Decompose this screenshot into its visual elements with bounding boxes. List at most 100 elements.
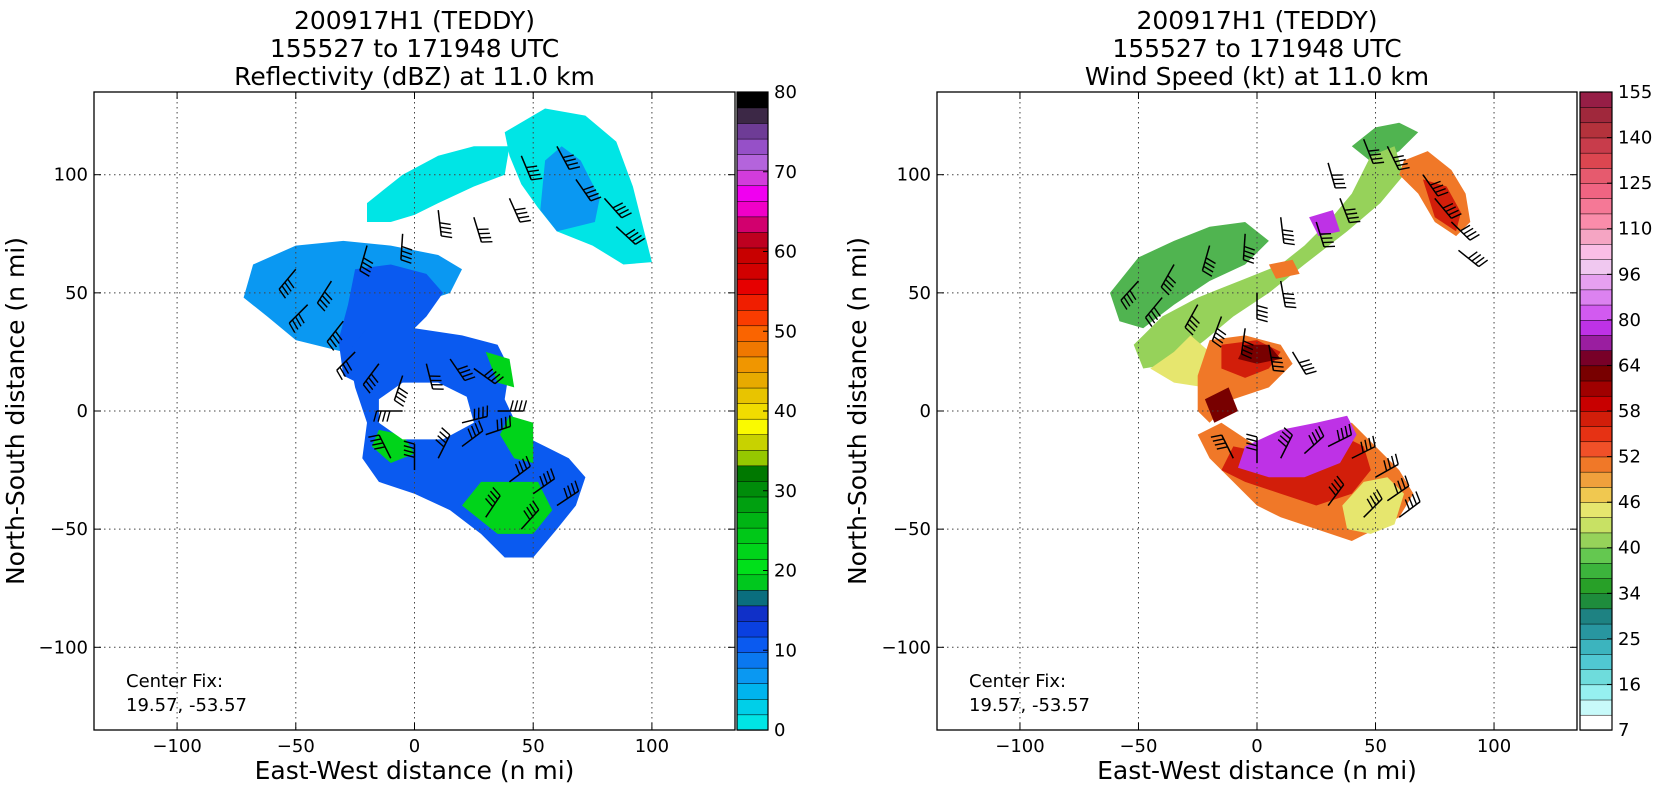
colorbar-swatch-19 xyxy=(1579,425,1613,443)
barb-feather xyxy=(287,278,295,289)
barb-feather xyxy=(1371,157,1383,161)
colorbar-swatch-28 xyxy=(736,278,769,295)
barb-feather xyxy=(1283,237,1295,241)
wind-barb xyxy=(1211,316,1227,348)
colorbar-swatch-24 xyxy=(736,340,769,358)
wind-barb xyxy=(485,415,512,436)
colorbar-swatch-25 xyxy=(1579,334,1613,351)
wind-barb xyxy=(278,268,297,299)
title-line-3: Wind Speed (kt) at 11.0 km xyxy=(1085,62,1429,91)
x-tick-label-4: 100 xyxy=(1477,736,1511,757)
wind-barb xyxy=(326,320,344,351)
wind-barb xyxy=(1363,489,1383,518)
colorbar-label-1: 10 xyxy=(774,640,797,661)
colorbar-swatch-20 xyxy=(1579,410,1613,427)
barb-feather xyxy=(401,245,413,251)
barb-feather xyxy=(1162,282,1172,292)
barb-feather xyxy=(1397,480,1403,492)
barb-feather xyxy=(1469,233,1480,241)
colorbar-swatch-12 xyxy=(1579,532,1613,549)
wind-barb xyxy=(1386,475,1410,502)
barb-feather xyxy=(1404,499,1411,510)
barb-feather xyxy=(1204,261,1215,269)
barb-feather xyxy=(1336,475,1345,486)
barb-feather xyxy=(615,205,626,212)
barb-feather xyxy=(403,440,415,445)
colorbar-swatch-12 xyxy=(736,527,769,544)
barb-feather xyxy=(1281,431,1291,440)
y-tick-label-2: 0 xyxy=(77,401,88,422)
colorbar-swatch-19 xyxy=(736,418,769,435)
colorbar-swatch-34 xyxy=(736,185,769,202)
colorbar-swatch-29 xyxy=(1579,274,1613,291)
barb-feather xyxy=(1186,323,1196,332)
barb-feather xyxy=(368,434,380,438)
wind-barb xyxy=(1120,280,1140,310)
colorbar-swatch-15 xyxy=(1579,486,1613,503)
barb-feather xyxy=(374,446,386,450)
barb-feather xyxy=(470,425,477,437)
colorbar-label-0: 0 xyxy=(774,720,785,741)
barb-feather xyxy=(1215,331,1225,340)
barb-feather xyxy=(1214,442,1226,446)
barb-feather xyxy=(514,207,526,211)
barb-feather xyxy=(625,228,636,236)
x-tick-label-2: 0 xyxy=(1251,736,1262,757)
eye-hole-0 xyxy=(378,382,474,440)
barb-feather xyxy=(1203,265,1214,273)
barb-feather xyxy=(529,503,537,514)
x-tick-label-1: −50 xyxy=(1119,736,1157,757)
barb-feather xyxy=(1285,305,1297,309)
barb-feather xyxy=(1256,304,1268,310)
colorbar-swatch-16 xyxy=(1579,471,1613,488)
barb-feather xyxy=(1344,425,1349,437)
barb-feather xyxy=(1243,340,1254,346)
barb-feather xyxy=(1394,453,1399,465)
barb-feather xyxy=(1437,191,1449,197)
wind-barb xyxy=(1327,162,1347,189)
colorbar-swatch-10 xyxy=(736,558,769,576)
wind-speed-panel: 200917H1 (TEDDY)155527 to 171948 UTCWind… xyxy=(843,6,1652,785)
barb-feather xyxy=(1246,442,1258,447)
barb-feather xyxy=(1242,344,1254,351)
barb-feather xyxy=(588,192,599,198)
colorbar-label-5: 46 xyxy=(1618,492,1641,513)
barb-feather xyxy=(1246,446,1258,451)
barb-feather xyxy=(567,485,572,497)
barb-feather xyxy=(1311,431,1318,443)
colorbar-swatch-24 xyxy=(1579,349,1613,367)
barb-feather xyxy=(490,373,501,382)
barb-feather xyxy=(518,461,524,472)
data-region-1 xyxy=(1351,122,1419,166)
barb-feather xyxy=(441,427,451,436)
data-region-9 xyxy=(1422,179,1461,232)
title-line-1: 200917H1 (TEDDY) xyxy=(294,6,535,35)
barb-feather xyxy=(342,363,350,374)
barb-feather xyxy=(1372,435,1376,447)
data-region-0 xyxy=(1110,222,1269,329)
barb-feather xyxy=(1184,326,1194,336)
barb-feather xyxy=(1400,477,1406,489)
colorbar-swatch-30 xyxy=(1579,258,1613,275)
barb-feather xyxy=(474,423,480,434)
wind-barb xyxy=(556,480,580,507)
barb-feather xyxy=(1448,209,1459,216)
barb-feather xyxy=(370,373,379,384)
colorbar-swatch-11 xyxy=(736,543,769,560)
barb-feather xyxy=(464,376,476,382)
colorbar-swatch-7 xyxy=(1579,608,1613,625)
barb-feather xyxy=(1211,340,1222,348)
barb-feather xyxy=(365,380,374,391)
barb-feather xyxy=(539,475,545,487)
barb-feather xyxy=(631,234,642,242)
barb-feather xyxy=(1366,498,1374,509)
colorbar-swatch-30 xyxy=(736,247,769,264)
barb-feather xyxy=(1415,491,1421,502)
barb-feather xyxy=(1398,166,1410,171)
barb-feather xyxy=(1451,213,1462,219)
colorbar-swatch-31 xyxy=(1579,243,1613,260)
wind-barb xyxy=(1327,475,1345,506)
barb-feather xyxy=(1394,158,1406,163)
wind-barb xyxy=(508,198,531,223)
wind-barb xyxy=(1279,217,1295,246)
